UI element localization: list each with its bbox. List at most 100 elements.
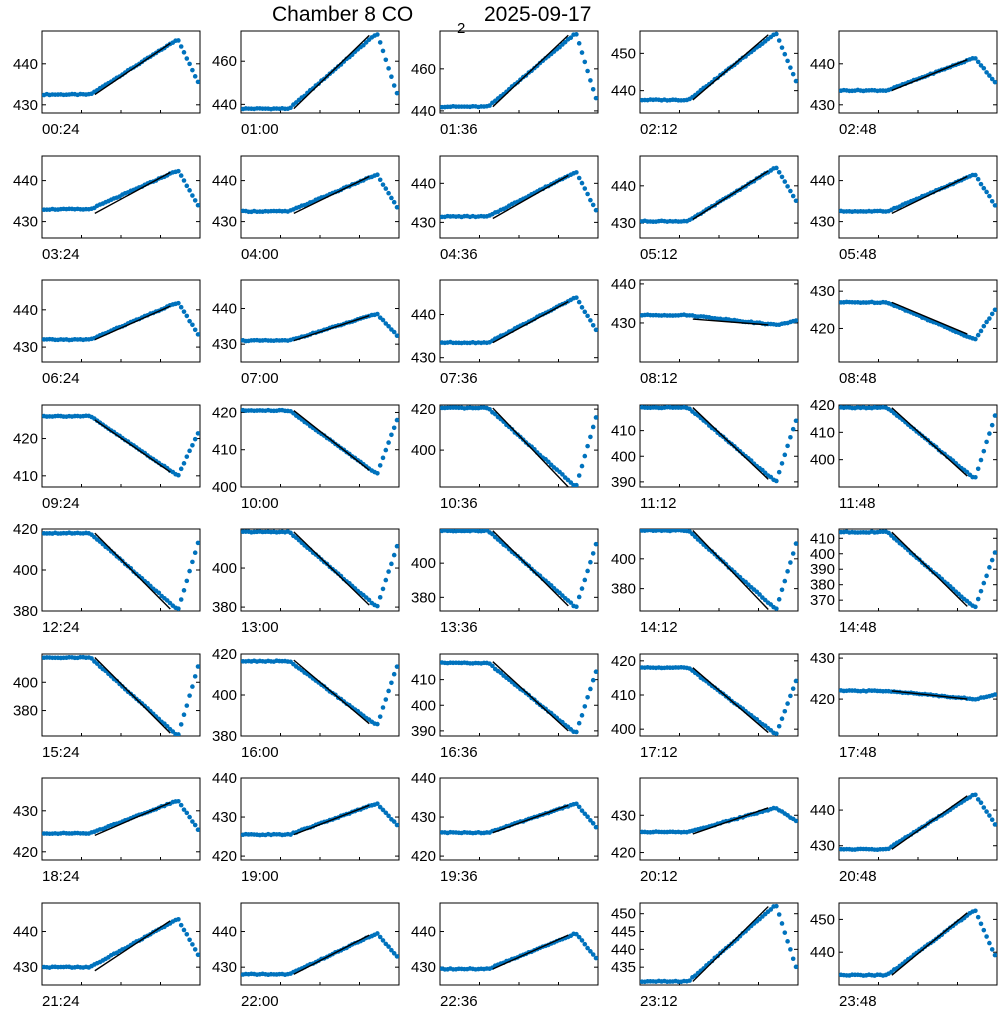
data-point	[790, 686, 796, 691]
data-point	[190, 322, 195, 328]
y-tick-label: 430	[411, 350, 436, 367]
fit-line	[891, 59, 968, 92]
time-label: 02:12	[640, 121, 678, 138]
data-point	[793, 78, 798, 84]
data-point	[574, 482, 579, 487]
data-point	[975, 332, 981, 338]
data-point	[195, 202, 200, 208]
data-point	[593, 824, 598, 830]
data-point	[574, 170, 579, 175]
data-point	[181, 588, 187, 593]
axes-box	[838, 902, 998, 986]
title-date: 2025-09-17	[484, 3, 591, 26]
data-point	[779, 921, 785, 926]
data-point	[176, 798, 181, 804]
y-tick-label: 380	[212, 728, 237, 745]
data-point	[391, 83, 397, 88]
figure-title: Chamber 8 CO	[272, 3, 413, 26]
data-point	[782, 452, 788, 458]
data-point	[380, 182, 386, 187]
y-tick-label: 440	[810, 173, 835, 190]
data-point	[981, 185, 987, 191]
data-point	[548, 583, 554, 588]
subplot: 400 410 420 10:00	[212, 404, 400, 512]
y-tick-label: 400	[810, 546, 835, 563]
y-tick-label: 430	[13, 959, 38, 976]
data-point	[782, 930, 788, 935]
data-point	[534, 63, 540, 69]
fit-line	[293, 531, 370, 606]
axes-box	[439, 653, 599, 737]
y-tick-label: 440	[212, 301, 237, 318]
axes-box	[439, 155, 599, 239]
data-point	[981, 65, 987, 71]
time-label: 08:12	[640, 370, 678, 387]
data-point	[375, 311, 380, 317]
data-point	[989, 817, 995, 823]
data-point	[187, 188, 192, 193]
data-point	[790, 551, 796, 556]
fit-line	[94, 657, 171, 734]
data-point	[389, 947, 394, 953]
data-point	[989, 199, 995, 204]
fit-line	[692, 807, 769, 835]
data-point	[978, 328, 984, 334]
time-label: 07:00	[241, 370, 279, 387]
fit-line	[692, 34, 769, 101]
data-point	[546, 459, 551, 465]
data-point	[576, 41, 582, 46]
data-point	[391, 951, 397, 956]
fit-line	[891, 301, 968, 335]
data-point	[288, 105, 293, 111]
y-tick-label: 380	[13, 603, 38, 620]
data-point	[190, 193, 195, 198]
data-point	[588, 318, 593, 323]
data-point	[176, 38, 181, 43]
data-point	[574, 931, 579, 937]
y-tick-label: 440	[212, 173, 237, 190]
data-point	[981, 927, 987, 933]
data-point	[978, 921, 984, 927]
y-tick-label: 420	[13, 431, 38, 448]
y-tick-label: 440	[611, 178, 636, 195]
data-point	[984, 189, 989, 195]
data-point	[386, 440, 391, 445]
data-point	[487, 407, 492, 412]
data-point	[585, 191, 590, 197]
axes-box	[639, 777, 799, 861]
time-label: 05:48	[839, 246, 877, 263]
data-point	[394, 822, 399, 828]
y-tick-label: 420	[212, 646, 237, 663]
y-tick-label: 410	[611, 687, 636, 704]
data-point	[585, 568, 590, 574]
data-point	[377, 804, 383, 810]
time-label: 22:00	[241, 993, 279, 1010]
data-point	[757, 592, 762, 597]
data-point	[981, 580, 987, 586]
y-tick-label: 410	[411, 672, 436, 689]
data-point	[195, 431, 200, 436]
data-point	[386, 66, 391, 71]
data-point	[776, 597, 782, 602]
data-point	[498, 670, 504, 676]
y-tick-label: 420	[611, 845, 636, 862]
subplot: 440 460 01:36	[411, 30, 599, 138]
data-point	[788, 560, 793, 565]
data-point	[576, 594, 582, 600]
data-point	[383, 186, 389, 191]
data-point	[984, 439, 989, 445]
time-label: 13:00	[241, 619, 279, 636]
y-tick-label: 430	[810, 283, 835, 300]
y-tick-label: 430	[611, 807, 636, 824]
y-tick-label: 440	[611, 83, 636, 100]
data-point	[187, 448, 192, 454]
data-point	[576, 934, 582, 940]
data-point	[774, 31, 779, 37]
y-tick-label: 460	[411, 61, 436, 78]
y-tick-label: 400	[611, 448, 636, 465]
data-point	[181, 712, 187, 718]
data-point	[192, 327, 198, 333]
data-point	[588, 197, 593, 203]
data-point	[984, 809, 989, 814]
